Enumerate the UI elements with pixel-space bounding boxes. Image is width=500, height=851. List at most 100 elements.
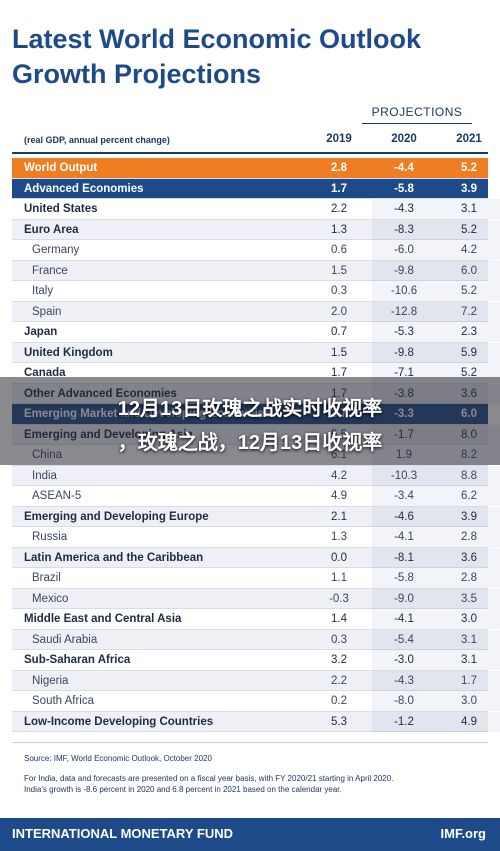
row-value: -8.0: [394, 695, 414, 707]
row-value: 8.8: [461, 469, 477, 482]
row-value: -9.8: [394, 346, 414, 359]
row-name: Latin America and the Caribbean: [24, 551, 204, 564]
row-value: 5.2: [461, 285, 477, 297]
table-row: Emerging and Developing Europe 2.1 -4.6 3.9: [12, 506, 500, 527]
row-value: -8.1: [394, 551, 414, 564]
row-value: 0.7: [331, 326, 347, 338]
row-value: -5.4: [394, 633, 414, 646]
projection-shade: [372, 527, 500, 547]
table-row: Mexico -0.3 -9.0 3.5: [12, 588, 500, 609]
row-value: 3.1: [461, 203, 477, 215]
row-value: 5.2: [461, 223, 477, 236]
projections-rule: [362, 123, 472, 124]
row-name: Low-Income Developing Countries: [24, 715, 214, 728]
title-line-1: Latest World Economic Outlook: [12, 24, 422, 54]
row-value: 0.2: [331, 695, 347, 707]
row-value: 2.2: [331, 203, 347, 215]
projection-shade: [372, 650, 500, 670]
row-value: 5.2: [461, 162, 477, 174]
row-name: Germany: [32, 244, 80, 256]
row-value: 5.3: [331, 715, 347, 728]
table-note: (real GDP, annual percent change): [24, 135, 170, 145]
row-value: 3.1: [461, 633, 477, 646]
projection-shade: [372, 568, 500, 588]
column-header: 2019: [326, 133, 352, 145]
row-name: Emerging and Developing Europe: [24, 510, 209, 523]
row-name: Canada: [24, 367, 66, 379]
row-name: United Kingdom: [24, 346, 113, 359]
table-row: Russia 1.3 -4.1 2.8: [12, 527, 500, 548]
note-1: For India, data and forecasts are presen…: [24, 774, 394, 783]
row-value: 2.8: [461, 572, 477, 584]
row-value: -5.8: [394, 182, 414, 195]
row-value: -8.3: [394, 223, 414, 236]
row-value: -6.0: [394, 244, 414, 256]
projection-shade: [372, 486, 500, 506]
row-value: -5.8: [394, 572, 414, 584]
projection-shade: [372, 301, 500, 322]
projection-shade: [372, 506, 500, 527]
table-row: Brazil 1.1 -5.8 2.8: [12, 568, 500, 589]
row-value: -4.1: [394, 613, 414, 625]
table-row: United States 2.2 -4.3 3.1: [12, 199, 500, 220]
table-row: India 4.2 -10.3 8.8: [12, 465, 500, 486]
table-row: Germany 0.6 -6.0 4.2: [12, 240, 500, 261]
row-name: Middle East and Central Asia: [24, 613, 182, 625]
row-value: 1.7: [461, 674, 477, 687]
projection-shade: [372, 609, 500, 629]
table-row: Middle East and Central Asia 1.4 -4.1 3.0: [12, 609, 500, 630]
row-value: 7.2: [461, 305, 477, 318]
table-row: World Output 2.8 -4.4 5.2: [12, 158, 488, 179]
row-name: South Africa: [32, 695, 95, 707]
row-value: 3.0: [461, 613, 477, 625]
row-value: 0.3: [331, 633, 347, 646]
row-value: 1.3: [331, 223, 347, 236]
row-value: 1.5: [331, 346, 347, 359]
overlay-line-1: 12月13日玫瑰之战实时收视率: [117, 398, 383, 420]
footer-rule: [12, 742, 488, 743]
row-value: -3.0: [394, 654, 414, 666]
table-row: Japan 0.7 -5.3 2.3: [12, 322, 500, 343]
title-line-2: Growth Projections: [12, 59, 262, 89]
projection-shade: [372, 281, 500, 301]
projection-shade: [372, 199, 500, 219]
projection-shade: [372, 219, 500, 240]
row-name: World Output: [24, 162, 98, 174]
row-value: 6.0: [461, 264, 477, 277]
overlay-banner: [0, 377, 500, 465]
header-rule: [12, 152, 488, 154]
row-value: -10.3: [390, 469, 418, 482]
row-value: -3.4: [394, 490, 414, 502]
overlay-line-2: ，玫瑰之战，12月13日收视率: [117, 432, 383, 454]
row-value: 1.4: [331, 613, 347, 625]
projection-shade: [372, 547, 500, 568]
row-name: Advanced Economies: [24, 182, 144, 195]
website: IMF.org: [440, 826, 487, 841]
row-value: -4.3: [394, 674, 414, 687]
row-value: 5.2: [461, 367, 477, 379]
row-value: -10.6: [390, 285, 418, 297]
row-value: -9.8: [394, 264, 414, 277]
table-row: Italy 0.3 -10.6 5.2: [12, 281, 500, 302]
row-value: -5.3: [394, 326, 414, 338]
projection-shade: [372, 240, 500, 260]
row-value: 6.2: [461, 490, 477, 502]
projection-shade: [372, 711, 500, 732]
row-name: Nigeria: [32, 674, 69, 687]
table-row: Spain 2.0 -12.8 7.2: [12, 301, 500, 322]
row-value: 3.9: [461, 510, 477, 523]
row-value: 3.6: [461, 551, 477, 564]
row-value: 3.9: [461, 182, 477, 195]
row-name: ASEAN-5: [32, 490, 82, 502]
projection-shade: [372, 465, 500, 486]
row-value: -0.3: [329, 592, 349, 605]
row-value: 2.2: [331, 674, 347, 687]
projection-shade: [372, 670, 500, 691]
row-value: 2.0: [331, 305, 347, 318]
projection-shade: [372, 322, 500, 342]
column-header: 2020: [391, 133, 417, 145]
row-value: 4.2: [461, 244, 477, 256]
row-value: 3.5: [461, 592, 477, 605]
table-row: Nigeria 2.2 -4.3 1.7: [12, 670, 500, 691]
row-value: -9.0: [394, 592, 414, 605]
